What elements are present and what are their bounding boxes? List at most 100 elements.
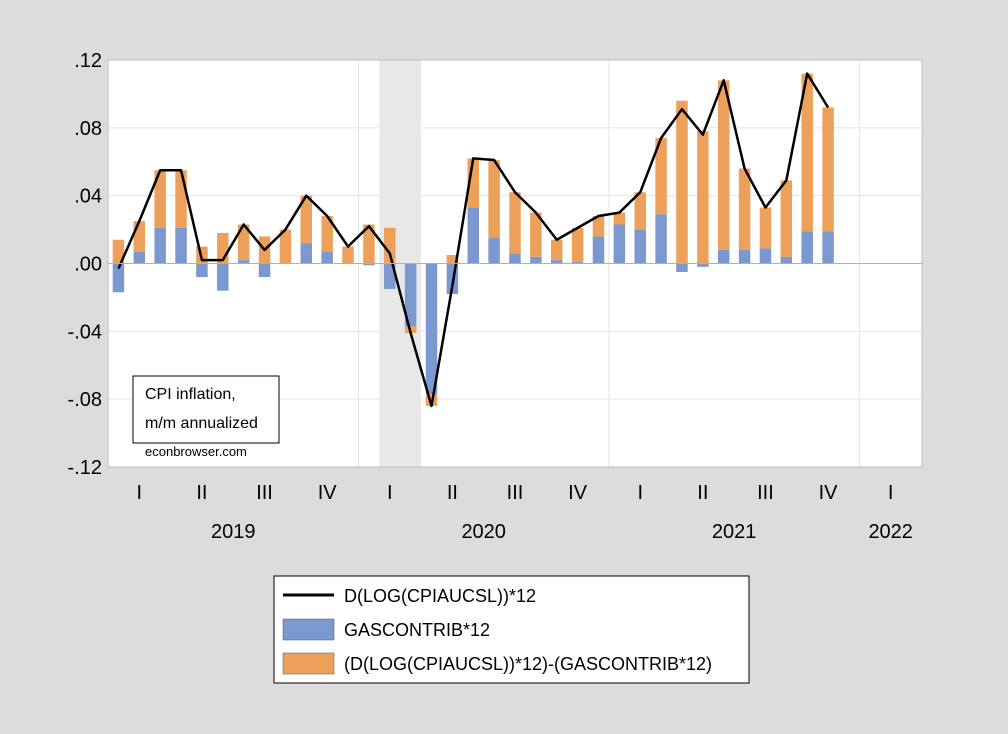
bar-core-2020-02 [384,227,396,264]
x-tick-label-quarter: II [196,482,207,504]
bar-core-2020-01 [363,224,375,264]
bar-core-2021-10 [801,73,813,232]
bar-gas-2021-10 [801,231,813,264]
bar-core-2020-11 [571,227,584,262]
bar-gas-2019-06 [217,263,229,291]
bar-gas-2021-08 [759,248,772,264]
bar-gas-2021-06 [717,249,730,264]
bar-gas-2021-02 [634,229,646,264]
legend-swatch-gascontrib-12 [282,618,335,641]
bar-core-2021-09 [780,180,793,257]
bar-gas-2021-04 [676,263,688,272]
bar-gas-2021-05 [697,263,709,267]
annotation-line-2: m/m annualized [145,415,258,432]
x-tick-label-year: 2019 [211,521,256,543]
x-tick-label-quarter: IV [318,482,338,504]
bar-core-2019-11 [321,216,333,252]
x-tick-label-quarter: IV [819,482,839,504]
x-tick-label-quarter: II [447,482,458,504]
x-tick-label-year: 2022 [868,521,913,543]
bar-gas-2020-11 [571,261,584,264]
bar-core-2020-06 [467,158,479,208]
credit-text: econbrowser.com [145,444,247,459]
bar-core-2020-10 [551,239,563,261]
plot-frame [107,59,923,468]
legend: D(LOG(CPIAUCSL))*12 GASCONTRIB*12 (D(LOG(C… [273,575,750,684]
bar-core-2021-03 [655,138,667,215]
bar-core-2021-07 [738,168,751,250]
bar-core-2020-08 [509,192,521,254]
bar-core-2019-12 [342,246,354,264]
bar-core-2019-10 [300,195,313,244]
y-tick-label: .00 [74,254,102,276]
bar-gas-2021-03 [655,214,667,264]
bar-core-2019-04 [175,170,187,228]
bar-core-2020-09 [530,212,542,257]
x-tick-label-quarter: III [507,482,524,504]
annotation-frame [132,375,280,444]
bar-gas-2020-08 [509,253,521,264]
bar-core-2019-06 [217,232,229,264]
bar-gas-2019-08 [258,263,271,278]
x-tick-label-quarter: I [387,482,393,504]
bar-gas-2020-01 [363,263,375,266]
bar-core-2021-02 [634,192,646,230]
bar-core-2021-06 [717,80,730,250]
bar-core-2019-01 [112,239,125,264]
y-tick-label: -.08 [68,389,102,411]
bar-gas-2019-05 [196,263,208,278]
bar-gas-2019-01 [112,263,125,293]
bar-gas-2020-02 [384,263,396,289]
bar-gas-2021-11 [822,231,834,264]
y-tick-label: .12 [74,50,102,72]
bar-core-2019-07 [237,224,250,261]
y-tick-label: -.12 [68,457,102,479]
bar-core-2020-07 [488,160,500,239]
x-tick-label-quarter: III [757,482,774,504]
bar-gas-2019-07 [237,260,250,264]
bar-core-2021-11 [822,107,834,232]
cpi-line [117,72,830,408]
bar-core-2021-08 [759,207,772,249]
bar-gas-2019-02 [133,251,146,264]
bar-gas-2019-11 [321,251,333,264]
x-tick-label-quarter: I [888,482,894,504]
bar-core-2021-05 [697,131,709,264]
annotation-line-1: CPI inflation, [145,386,236,403]
bar-gas-2021-01 [613,224,626,264]
bar-gas-2021-07 [738,249,751,264]
legend-label: (D(LOG(CPIAUCSL))*12)-(GASCONTRIB*12) [344,654,712,674]
bar-gas-2020-10 [551,260,563,264]
bar-gas-2020-03 [404,263,417,327]
bar-core-2020-05 [446,255,459,264]
x-tick-label-quarter: IV [568,482,588,504]
legend-label: D(LOG(CPIAUCSL))*12 [344,586,536,606]
bar-gas-2020-12 [592,236,605,264]
bar-gas-2020-04 [425,263,438,395]
line-cpi-inflation [117,72,830,408]
bar-core-2019-02 [133,221,146,252]
bar-gas-2021-09 [780,256,793,264]
x-tick-label-year: 2021 [712,521,757,543]
y-tick-label: -.04 [68,321,102,343]
legend-swatch-d-log-cpiaucsl-12-gascontrib-12 [282,652,335,675]
bar-core-2020-12 [592,216,605,237]
bar-gas-2020-06 [467,207,479,264]
y-tick-label: .04 [74,186,102,208]
annotation-box: CPI inflation, m/m annualized [132,375,280,444]
y-tick-label: .08 [74,118,102,140]
bar-gas-2019-03 [154,227,166,264]
bar-gas-2020-09 [530,256,542,264]
bar-core-2021-04 [676,100,688,264]
bars [112,73,834,406]
x-tick-label-quarter: I [137,482,143,504]
x-tick-label-quarter: III [256,482,273,504]
x-tick-label-year: 2020 [461,521,506,543]
bar-gas-2019-04 [175,227,187,264]
bar-core-2021-01 [613,212,626,225]
bar-gas-2019-10 [300,243,313,264]
legend-frame [273,575,750,684]
x-tick-label-quarter: I [637,482,643,504]
bar-core-2019-03 [154,170,166,228]
